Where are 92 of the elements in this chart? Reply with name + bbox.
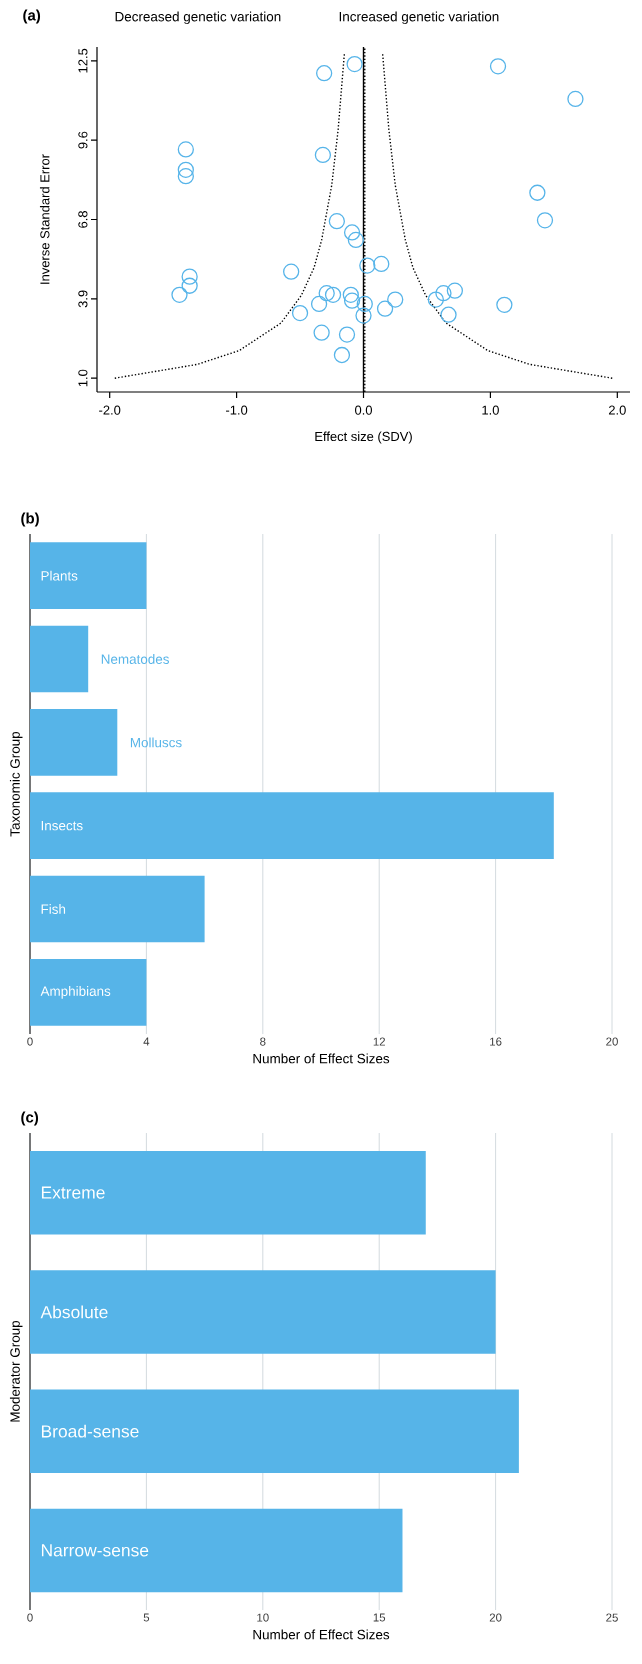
text: Increased genetic variation <box>339 11 499 25</box>
x-tick-label: 0 <box>27 1037 33 1046</box>
bar <box>30 625 89 693</box>
bar <box>30 959 147 1026</box>
y-tick-label: Extreme <box>41 1186 105 1199</box>
chart-title: (c) <box>21 1111 39 1126</box>
bar <box>30 709 118 776</box>
point <box>356 295 373 313</box>
y-tick-label: Broad-sense <box>41 1424 139 1438</box>
bar <box>30 542 147 610</box>
point <box>347 231 365 249</box>
point <box>536 212 554 229</box>
point <box>435 285 452 302</box>
y-tick-label: Absolute <box>40 1305 108 1319</box>
point <box>346 55 363 73</box>
point <box>316 65 333 82</box>
bar <box>30 1389 519 1473</box>
point <box>181 277 198 294</box>
y-tick-label: 3.9 <box>78 290 88 308</box>
point <box>338 326 356 343</box>
y-tick-label: 6.8 <box>78 211 88 228</box>
point <box>333 346 351 364</box>
point <box>318 285 335 302</box>
line-series <box>114 51 346 379</box>
x-tick-label: 5 <box>143 1613 150 1622</box>
line-series <box>381 51 613 379</box>
point <box>373 255 390 273</box>
x-tick-label: -2.0 <box>99 405 121 415</box>
x-tick-label: 0.0 <box>355 405 373 415</box>
y-tick-label: Nematodes <box>101 654 169 664</box>
point <box>567 90 584 108</box>
point <box>343 292 361 309</box>
bar <box>30 1150 426 1235</box>
y-tick-label: Molluscs <box>130 737 182 748</box>
x-tick-label: 1.0 <box>482 405 499 415</box>
x-axis-title: Number of Effect Sizes <box>253 1629 390 1640</box>
y-tick-label: Plants <box>41 570 78 581</box>
point <box>427 291 444 308</box>
x-tick-label: 2.0 <box>608 405 626 415</box>
x-tick-label: 12 <box>373 1037 385 1046</box>
point <box>328 213 345 230</box>
point <box>489 58 507 75</box>
point <box>387 291 404 308</box>
text: Decreased genetic variation <box>115 11 281 25</box>
y-tick-label: 1.0 <box>78 369 88 387</box>
x-tick-label: 8 <box>260 1037 266 1046</box>
point <box>177 161 194 178</box>
y-axis-title: Moderator Group <box>9 1320 23 1422</box>
y-tick-label: Fish <box>41 904 66 914</box>
y-axis-title: Taxonomic Group <box>9 731 23 837</box>
x-tick-label: 16 <box>490 1037 502 1046</box>
x-tick-label: 15 <box>373 1613 386 1622</box>
point <box>496 296 513 313</box>
chart-title: (a) <box>23 9 41 24</box>
point <box>314 146 332 164</box>
y-axis-title: Inverse Standard Error <box>39 154 50 284</box>
x-tick-label: 25 <box>606 1613 618 1622</box>
y-tick-label: 9.6 <box>78 131 88 149</box>
point <box>376 300 394 317</box>
point <box>177 141 194 158</box>
y-tick-label: Narrow-sense <box>41 1544 149 1557</box>
point <box>342 286 359 303</box>
bar <box>30 1508 403 1593</box>
point <box>355 307 372 324</box>
x-axis-title: Effect size (SDV) <box>315 431 412 444</box>
point <box>283 263 300 280</box>
x-axis-title: Number of Effect Sizes <box>253 1053 390 1064</box>
chart-title: (b) <box>21 512 39 527</box>
x-tick-label: 10 <box>257 1613 269 1622</box>
x-tick-label: 4 <box>143 1037 150 1046</box>
point <box>446 282 464 299</box>
point <box>343 224 361 241</box>
point <box>313 324 330 341</box>
point <box>359 257 376 274</box>
point <box>171 286 188 303</box>
y-tick-label: 12.5 <box>78 48 88 73</box>
point <box>181 268 198 285</box>
point <box>310 295 328 313</box>
point <box>291 304 309 322</box>
x-tick-label: 20 <box>606 1037 618 1046</box>
point <box>440 306 457 323</box>
point <box>324 286 342 303</box>
bar <box>30 792 554 860</box>
bar <box>30 875 205 943</box>
x-tick-label: -1.0 <box>226 405 248 415</box>
point <box>177 168 194 185</box>
y-tick-label: Amphibians <box>40 986 111 999</box>
bar <box>30 1270 496 1354</box>
y-tick-label: Insects <box>41 821 83 831</box>
point <box>529 184 546 201</box>
x-tick-label: 0 <box>27 1613 33 1622</box>
x-tick-label: 20 <box>489 1613 502 1622</box>
